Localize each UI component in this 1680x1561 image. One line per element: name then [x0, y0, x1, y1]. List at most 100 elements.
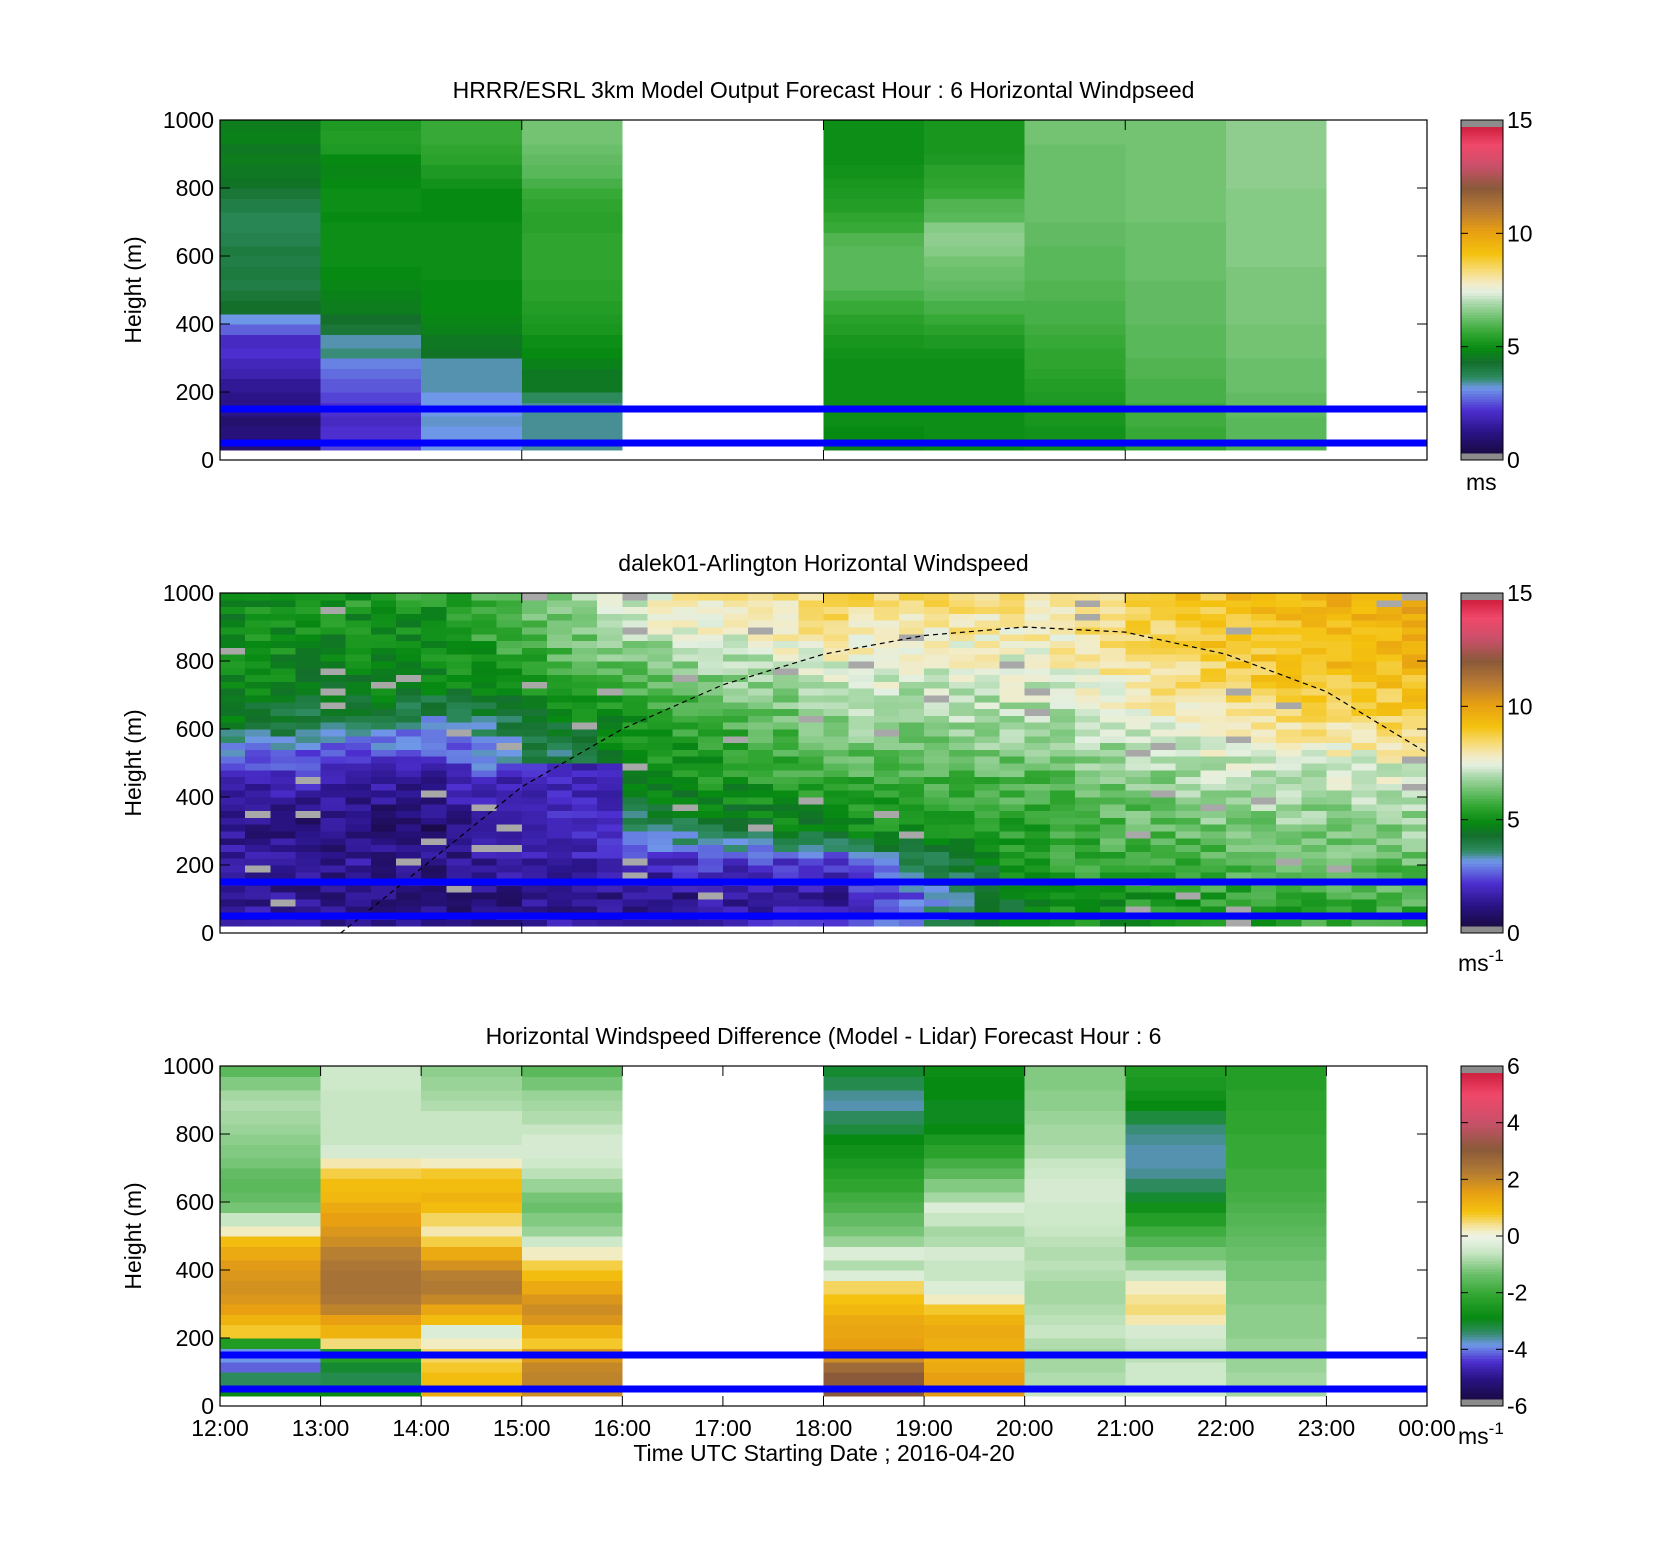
heatmap-cell — [848, 593, 875, 601]
y-tick-label: 600 — [176, 716, 214, 742]
heatmap-cell — [999, 790, 1026, 798]
heatmap-cell — [1024, 313, 1126, 325]
heatmap-cell — [1401, 837, 1428, 846]
heatmap-cell — [1125, 1157, 1226, 1169]
heatmap-cell — [320, 769, 347, 778]
heatmap-cell — [1200, 871, 1227, 880]
heatmap-cell — [597, 735, 623, 744]
heatmap-cell — [1125, 426, 1226, 441]
heatmap-cell — [974, 729, 1001, 737]
heatmap-cell — [471, 756, 498, 764]
heatmap-cell — [1074, 661, 1101, 669]
heatmap-cell — [798, 681, 824, 689]
heatmap-cell — [496, 593, 523, 601]
colorbar-segment — [1461, 784, 1503, 789]
heatmap-cell — [1100, 905, 1126, 914]
colorbar-segment — [1461, 1225, 1503, 1229]
heatmap-cell — [722, 661, 749, 669]
heatmap-cell — [521, 1280, 623, 1295]
heatmap-cell — [1049, 674, 1076, 682]
heatmap-cell — [396, 899, 422, 907]
colorbar-underflow-cap — [1461, 926, 1503, 933]
heatmap-cell — [748, 763, 774, 771]
heatmap-cell — [823, 715, 850, 723]
heatmap-cell — [898, 817, 925, 825]
heatmap-cell — [1150, 831, 1177, 839]
heatmap-cell — [345, 647, 372, 655]
colorbar-segment — [1461, 1108, 1503, 1112]
heatmap-cell — [722, 803, 749, 812]
heatmap-cell — [823, 797, 850, 805]
heatmap-cell — [421, 324, 522, 335]
heatmap-cell — [421, 905, 447, 914]
colorbar-segment — [1461, 387, 1503, 392]
heatmap-cell — [773, 593, 799, 601]
heatmap-cell — [1276, 708, 1302, 716]
heatmap-cell — [748, 701, 774, 710]
heatmap-cell — [1326, 865, 1353, 873]
heatmap-cell — [1074, 749, 1101, 757]
colorbar-segment — [1461, 1265, 1503, 1270]
heatmap-cell — [295, 674, 322, 682]
heatmap-cell — [1024, 426, 1126, 441]
heatmap-cell — [924, 783, 950, 791]
heatmap-cell — [446, 654, 472, 662]
heatmap-cell — [220, 120, 321, 131]
heatmap-cell — [572, 892, 598, 900]
colorbar-segment — [1461, 235, 1503, 239]
panel-2: dalek01-Arlington Horizontal Windspeed02… — [120, 550, 1533, 976]
heatmap-cell — [320, 763, 347, 771]
heatmap-cell — [622, 742, 648, 750]
heatmap-cell — [697, 851, 724, 859]
heatmap-cell — [974, 681, 1001, 689]
heatmap-cell — [1401, 613, 1428, 621]
heatmap-cell — [722, 817, 749, 825]
heatmap-cell — [1150, 695, 1177, 703]
heatmap-cell — [924, 790, 950, 798]
heatmap-cell — [924, 831, 950, 839]
heatmap-cell — [898, 722, 925, 730]
heatmap-cell — [697, 831, 724, 839]
heatmap-cell — [672, 708, 699, 716]
colorbar-segment — [1461, 1377, 1503, 1381]
heatmap-cell — [748, 606, 774, 614]
colorbar-tick-label: -4 — [1507, 1336, 1528, 1362]
heatmap-cell — [873, 715, 900, 723]
heatmap-cell — [370, 688, 397, 696]
colorbar-segment — [1461, 1206, 1503, 1210]
heatmap-cell — [974, 831, 1001, 839]
heatmap-cell — [773, 640, 799, 648]
heatmap-cell — [572, 627, 598, 635]
heatmap-cell — [1401, 627, 1428, 635]
y-axis-label: Height (m) — [120, 709, 146, 816]
heatmap-cell — [1276, 749, 1302, 757]
heatmap-cell — [1125, 790, 1151, 798]
heatmap-cell — [1175, 776, 1202, 784]
heatmap-cell — [421, 1178, 522, 1193]
heatmap-cell — [1024, 735, 1051, 744]
heatmap-cell — [1401, 790, 1428, 798]
heatmap-cell — [949, 810, 975, 818]
heatmap-cell — [471, 606, 498, 614]
heatmap-cell — [396, 674, 422, 682]
heatmap-cell — [672, 674, 699, 682]
heatmap-cell — [370, 837, 397, 846]
heatmap-cell — [521, 599, 548, 608]
heatmap-cell — [396, 865, 422, 873]
heatmap-cell — [924, 769, 950, 778]
heatmap-cell — [446, 905, 472, 914]
heatmap-cell — [798, 844, 824, 852]
heatmap-cell — [396, 803, 422, 812]
heatmap-cell — [823, 824, 850, 832]
heatmap-cell — [1250, 593, 1277, 601]
heatmap-cell — [320, 1280, 422, 1295]
colorbar-segment — [1461, 1276, 1503, 1281]
heatmap-cell — [1125, 1361, 1226, 1373]
heatmap-cell — [1125, 1066, 1226, 1077]
heatmap-cell — [245, 695, 271, 703]
heatmap-cell — [496, 837, 523, 846]
heatmap-cell — [471, 640, 498, 648]
colorbar-segment — [1461, 1100, 1503, 1104]
heatmap-cell — [1125, 837, 1151, 846]
heatmap-cell — [823, 1304, 925, 1315]
